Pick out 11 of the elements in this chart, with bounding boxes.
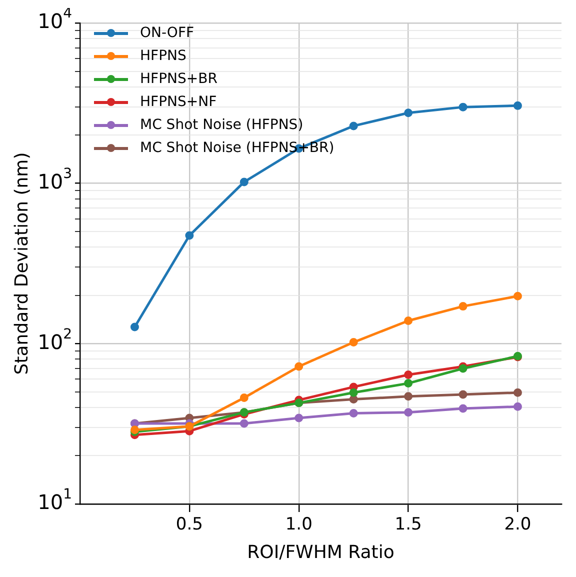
legend-label: ON-OFF xyxy=(140,24,194,43)
x-tick-label: 0.5 xyxy=(176,514,203,535)
legend-label: HFPNS+NF xyxy=(140,93,217,112)
x-axis-title: ROI/FWHM Ratio xyxy=(247,542,394,563)
y-axis-title: Standard Deviation (nm) xyxy=(11,152,32,375)
x-tick-label: 1.5 xyxy=(394,514,422,535)
x-tick-label: 2.0 xyxy=(504,514,532,535)
legend-label: HFPNS xyxy=(140,47,186,66)
x-tick-label: 1.0 xyxy=(285,514,312,535)
legend-label: HFPNS+BR xyxy=(140,70,218,89)
legend-label: MC Shot Noise (HFPNS) xyxy=(140,116,304,135)
